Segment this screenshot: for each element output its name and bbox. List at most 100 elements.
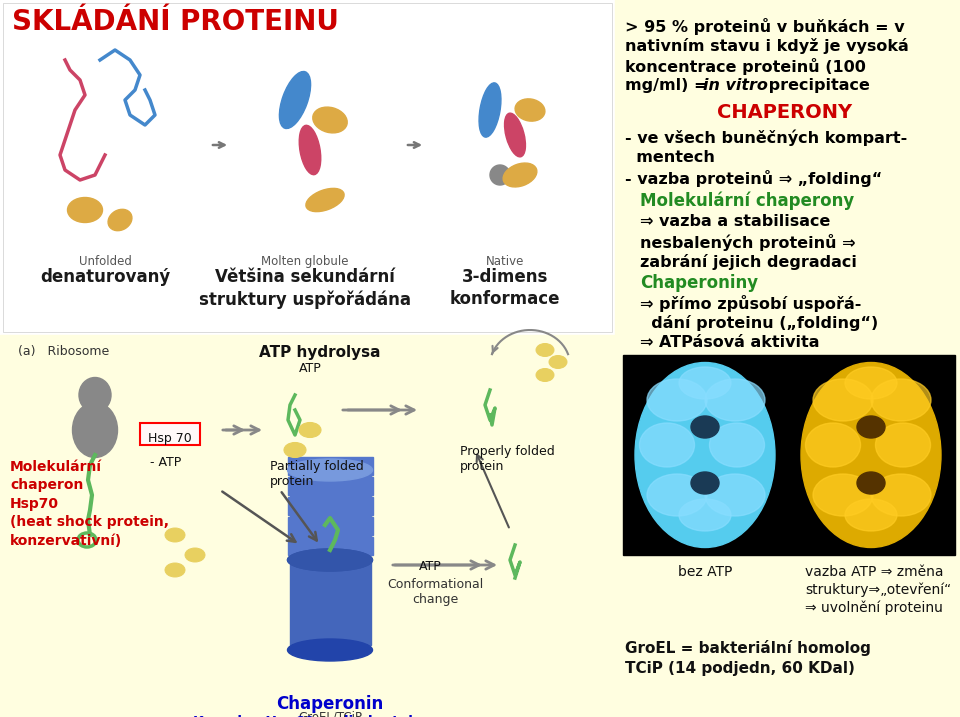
Text: > 95 % proteinů v buňkách = v: > 95 % proteinů v buňkách = v: [625, 18, 904, 35]
Ellipse shape: [647, 474, 707, 516]
Text: ⇒ ATPásová aktivita: ⇒ ATPásová aktivita: [640, 335, 820, 350]
Ellipse shape: [871, 379, 931, 421]
Text: - ve všech buněčných kompart-: - ve všech buněčných kompart-: [625, 130, 907, 146]
Ellipse shape: [639, 423, 694, 467]
Ellipse shape: [857, 472, 885, 494]
Text: Chaperonin: Chaperonin: [276, 695, 384, 713]
Text: mg/ml) =: mg/ml) =: [625, 78, 713, 93]
Bar: [0, 0, 615, 335]
Bar: [615, 0, 960, 717]
Bar: [140, 423, 200, 445]
Text: ATP: ATP: [299, 362, 322, 375]
Text: 3-dimens
konformace: 3-dimens konformace: [449, 268, 561, 308]
Ellipse shape: [549, 356, 567, 369]
Ellipse shape: [876, 423, 930, 467]
Text: (a)   Ribosome: (a) Ribosome: [18, 345, 109, 358]
Ellipse shape: [536, 343, 554, 356]
Ellipse shape: [479, 83, 501, 137]
Ellipse shape: [857, 416, 885, 438]
Bar: [623, 355, 955, 555]
Ellipse shape: [813, 379, 873, 421]
Ellipse shape: [679, 367, 731, 399]
Ellipse shape: [709, 423, 764, 467]
Text: in vitro: in vitro: [703, 78, 768, 93]
Ellipse shape: [503, 163, 537, 187]
Ellipse shape: [801, 363, 941, 548]
Ellipse shape: [705, 379, 765, 421]
Ellipse shape: [284, 442, 306, 457]
Ellipse shape: [165, 563, 185, 577]
Ellipse shape: [287, 639, 372, 661]
Text: ATP hydrolysa: ATP hydrolysa: [259, 345, 381, 360]
Ellipse shape: [679, 499, 731, 531]
Text: Properly folded
protein: Properly folded protein: [460, 445, 555, 473]
Text: ⇒ vazba a stabilisace: ⇒ vazba a stabilisace: [640, 214, 830, 229]
Text: vazba ATP ⇒ změna
struktury⇒„otevření“
⇒ uvolnění proteinu: vazba ATP ⇒ změna struktury⇒„otevření“ ⇒…: [805, 565, 951, 615]
Bar: [288, 457, 373, 475]
Bar: [290, 470, 371, 555]
Text: Většina sekundární
struktury uspřořádána: Většina sekundární struktury uspřořádána: [199, 268, 411, 309]
Ellipse shape: [300, 125, 321, 175]
Ellipse shape: [67, 197, 103, 222]
Text: GroEL/TCiP: GroEL/TCiP: [298, 710, 362, 717]
Text: koncentrace proteinů (100: koncentrace proteinů (100: [625, 58, 866, 75]
Ellipse shape: [845, 499, 897, 531]
Text: Komplex Hsp60 podjednotek: Komplex Hsp60 podjednotek: [193, 715, 418, 717]
Text: GroEL = bakteriální homolog
TCiP (14 podjedn, 60 KDal): GroEL = bakteriální homolog TCiP (14 pod…: [625, 640, 871, 676]
Ellipse shape: [185, 548, 205, 562]
Text: Molekulární chaperony: Molekulární chaperony: [640, 192, 854, 211]
Ellipse shape: [647, 379, 707, 421]
Text: dání proteinu („folding“): dání proteinu („folding“): [640, 315, 878, 331]
Bar: [288, 537, 373, 555]
Ellipse shape: [805, 423, 860, 467]
Ellipse shape: [287, 549, 372, 571]
Bar: [290, 560, 371, 645]
Text: Chaperoniny: Chaperoniny: [640, 274, 758, 292]
Ellipse shape: [845, 367, 897, 399]
Ellipse shape: [73, 402, 117, 457]
Text: precipitace: precipitace: [763, 78, 870, 93]
Text: Native: Native: [486, 255, 524, 268]
Ellipse shape: [279, 72, 311, 128]
Ellipse shape: [79, 377, 111, 412]
Ellipse shape: [635, 363, 775, 548]
Text: Hsp 70: Hsp 70: [148, 432, 192, 445]
Text: Molekulární
chaperon
Hsp70
(heat shock protein,
konzervativní): Molekulární chaperon Hsp70 (heat shock p…: [10, 460, 169, 548]
Ellipse shape: [505, 113, 525, 157]
Text: Conformational
change: Conformational change: [387, 578, 483, 606]
Bar: [3, 3, 612, 332]
Ellipse shape: [287, 459, 372, 481]
Text: nesbalených proteinů ⇒: nesbalených proteinů ⇒: [640, 234, 855, 251]
Text: - vazba proteinů ⇒ „folding“: - vazba proteinů ⇒ „folding“: [625, 170, 882, 187]
Text: mentech: mentech: [625, 150, 715, 165]
Ellipse shape: [691, 416, 719, 438]
Text: - ATP: - ATP: [150, 456, 181, 469]
Ellipse shape: [705, 474, 765, 516]
Text: Unfolded: Unfolded: [79, 255, 132, 268]
Ellipse shape: [287, 549, 372, 571]
Text: CHAPERONY: CHAPERONY: [717, 103, 852, 122]
Ellipse shape: [108, 209, 132, 231]
Text: ⇒ přímo způsobí uspořá-: ⇒ přímo způsobí uspořá-: [640, 295, 861, 312]
Ellipse shape: [871, 474, 931, 516]
Text: zabrání jejich degradaci: zabrání jejich degradaci: [640, 254, 857, 270]
Text: SKLÁDÁNÍ PROTEINU: SKLÁDÁNÍ PROTEINU: [12, 8, 339, 36]
Text: ATP: ATP: [419, 560, 442, 573]
Text: Molten globule: Molten globule: [261, 255, 348, 268]
Text: bez ATP: bez ATP: [678, 565, 732, 579]
Bar: [288, 477, 373, 495]
Ellipse shape: [165, 528, 185, 542]
Ellipse shape: [490, 165, 510, 185]
Ellipse shape: [536, 369, 554, 381]
Text: denaturovaný: denaturovaný: [40, 268, 170, 286]
Ellipse shape: [313, 107, 348, 133]
Bar: [288, 497, 373, 515]
Bar: [0, 335, 615, 717]
Bar: [288, 517, 373, 535]
Ellipse shape: [813, 474, 873, 516]
Ellipse shape: [306, 189, 344, 212]
Text: nativním stavu i když je vysoká: nativním stavu i když je vysoká: [625, 38, 909, 54]
Ellipse shape: [516, 99, 545, 121]
Ellipse shape: [691, 472, 719, 494]
Text: Partially folded
protein: Partially folded protein: [270, 460, 364, 488]
